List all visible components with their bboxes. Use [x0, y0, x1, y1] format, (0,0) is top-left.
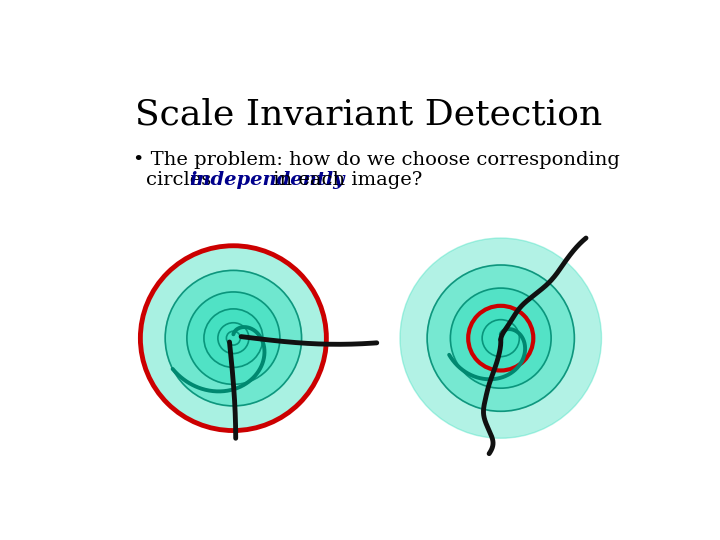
- Circle shape: [204, 309, 263, 367]
- Circle shape: [427, 265, 575, 411]
- Circle shape: [482, 320, 519, 356]
- Circle shape: [187, 292, 280, 384]
- Circle shape: [400, 238, 601, 438]
- Circle shape: [451, 288, 551, 388]
- Circle shape: [218, 323, 249, 354]
- Text: independently: independently: [189, 171, 345, 189]
- Circle shape: [468, 306, 534, 370]
- Text: in each image?: in each image?: [266, 171, 422, 189]
- Text: • The problem: how do we choose corresponding: • The problem: how do we choose correspo…: [132, 151, 619, 169]
- Circle shape: [140, 246, 326, 430]
- Circle shape: [226, 331, 240, 345]
- Circle shape: [165, 271, 302, 406]
- Text: circles: circles: [145, 171, 217, 189]
- Text: Scale Invariant Detection: Scale Invariant Detection: [135, 97, 603, 131]
